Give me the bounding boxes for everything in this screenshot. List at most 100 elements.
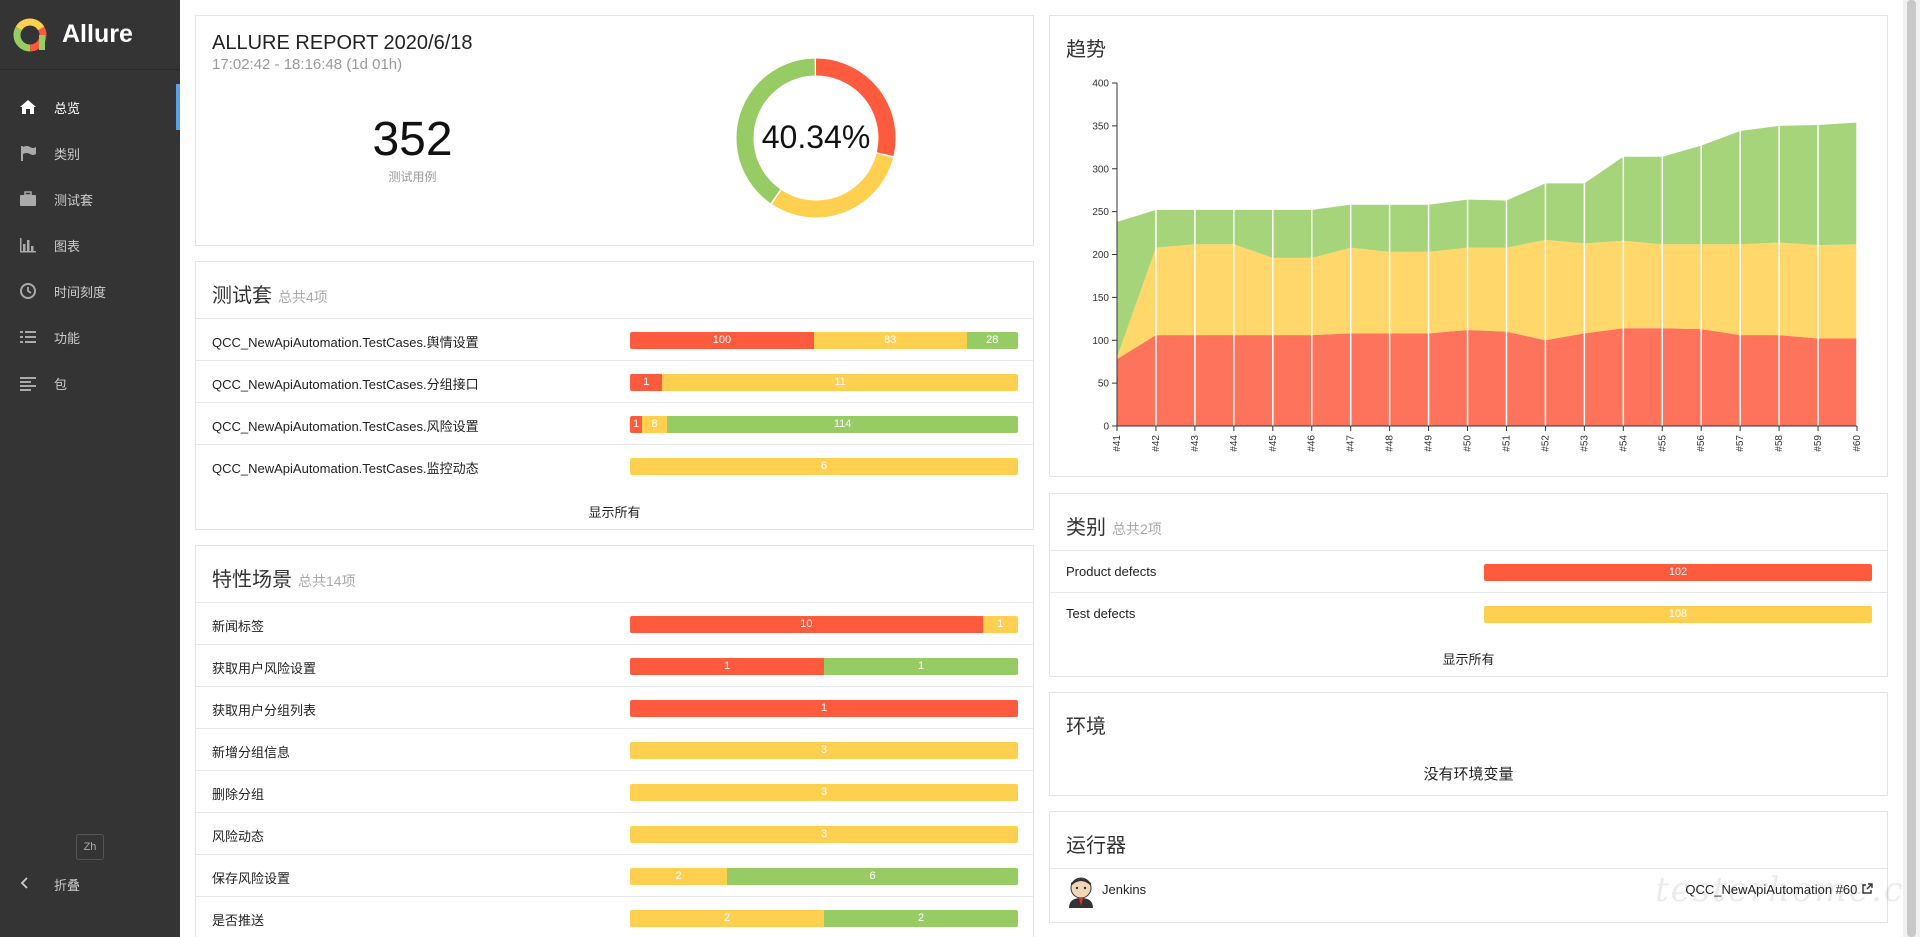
list-item[interactable]: 新闻标签 10 1	[196, 602, 1033, 644]
sidebar-item-behaviors[interactable]: 功能	[0, 314, 180, 360]
status-segment: 102	[1484, 564, 1872, 581]
clock-icon	[18, 281, 38, 301]
sidebar-item-label: 时间刻度	[54, 284, 107, 300]
status-bar: 10 1	[630, 616, 1018, 633]
y-tick-label: 150	[1092, 293, 1109, 304]
external-link-icon	[1862, 883, 1873, 894]
status-segment: 8	[642, 416, 668, 433]
categories-widget: 类别 总共2项 Product defects 102 Test defects 108…	[1049, 493, 1888, 677]
sidebar-item-label: 功能	[54, 330, 81, 346]
list-item[interactable]: Product defects 102	[1050, 550, 1887, 592]
y-tick-label: 400	[1092, 79, 1109, 90]
suites-count: 总共4项	[278, 289, 328, 305]
sidebar-item-label: 类别	[54, 146, 81, 162]
status-bar: 3	[630, 742, 1018, 759]
trend-widget: 趋势 0 50 100 150 200 250 300 350 400 #41 #42 #43 #44 #…	[1049, 15, 1888, 477]
trend-area-2[interactable]	[1117, 122, 1857, 358]
x-tick-label: #42	[1151, 435, 1162, 452]
list-item[interactable]: QCC_NewApiAutomation.TestCases.舆情设置 100 83…	[196, 318, 1033, 360]
list-item[interactable]: Test defects 108	[1050, 592, 1887, 634]
status-bar: 108	[1484, 606, 1872, 623]
x-tick-label: #56	[1696, 435, 1707, 452]
x-tick-label: #50	[1463, 435, 1474, 452]
list-item[interactable]: QCC_NewApiAutomation.TestCases.分组接口 1 11	[196, 360, 1033, 402]
categories-show-all-link[interactable]: 显示所有	[1442, 652, 1495, 667]
list-item[interactable]: 保存风险设置 2 6	[196, 854, 1033, 896]
list-item[interactable]: 获取用户风险设置 1 1	[196, 644, 1033, 686]
y-tick-label: 50	[1098, 379, 1110, 390]
list-item-name: 新闻标签	[212, 619, 265, 634]
sidebar-item-label: 包	[54, 376, 68, 392]
features-widget: 特性场景 总共14项 新闻标签 10 1 获取用户风险设置 1 1 获取用户分组列表 1 新增分组…	[195, 545, 1034, 937]
y-tick-label: 0	[1103, 422, 1109, 433]
donut-slice-failed[interactable]	[736, 58, 896, 218]
status-segment: 1	[982, 616, 1018, 633]
status-bar: 1 8 114	[630, 416, 1018, 433]
y-tick-label: 250	[1092, 207, 1109, 218]
x-tick-label: #41	[1112, 435, 1123, 452]
align-left-icon	[18, 373, 38, 393]
sidebar-item-graphs[interactable]: 图表	[0, 222, 180, 268]
status-segment: 114	[667, 416, 1018, 433]
list-item[interactable]: QCC_NewApiAutomation.TestCases.监控动态 6	[196, 444, 1033, 486]
sidebar-item-suites[interactable]: 测试套	[0, 176, 180, 222]
sidebar-item-overview[interactable]: 总览	[0, 84, 180, 130]
list-icon	[18, 327, 38, 347]
list-item-name: Product defects	[1066, 564, 1157, 579]
sidebar-item-timeline[interactable]: 时间刻度	[0, 268, 180, 314]
sidebar: Allure 总览 类别 测试套 图表 时间刻度 功能 包	[0, 0, 180, 937]
sidebar-item-packages[interactable]: 包	[0, 360, 180, 406]
collapse-button[interactable]: 折叠	[0, 868, 180, 900]
donut-slice-broken[interactable]	[736, 58, 896, 218]
suites-title: 测试套 总共4项	[212, 279, 328, 308]
status-segment: 83	[813, 332, 967, 349]
x-tick-label: #49	[1424, 435, 1435, 452]
list-item[interactable]: 获取用户分组列表 1	[196, 686, 1033, 728]
trend-title: 趋势	[1066, 39, 1106, 61]
chevron-left-icon	[20, 876, 32, 892]
x-tick-label: #53	[1579, 435, 1590, 452]
executor-build-label: QCC_NewApiAutomation #60	[1685, 882, 1858, 897]
trend-chart[interactable]: 0 50 100 150 200 250 300 350 400 #41 #42 #43 #44 #45 #…	[1050, 16, 1889, 478]
status-segment: 11	[662, 374, 1018, 391]
status-bar: 6	[630, 458, 1018, 475]
executor-name: Jenkins	[1102, 882, 1147, 897]
status-donut-chart[interactable]: 40.34%	[716, 38, 916, 238]
sidebar-item-categories[interactable]: 类别	[0, 130, 180, 176]
suites-show-all-link[interactable]: 显示所有	[588, 505, 641, 520]
executor-build-link[interactable]: QCC_NewApiAutomation #60	[1685, 882, 1873, 897]
list-item-name: QCC_NewApiAutomation.TestCases.风险设置	[212, 419, 479, 434]
list-item-name: 获取用户风险设置	[212, 661, 317, 676]
watermark: testerhome.com	[1655, 870, 1920, 910]
language-switch[interactable]: Zh	[76, 834, 104, 860]
trend-area-1[interactable]	[1117, 239, 1857, 360]
status-segment: 28	[966, 332, 1018, 349]
categories-title: 类别 总共2项	[1066, 511, 1162, 540]
test-case-count-label: 测试用例	[388, 170, 437, 184]
list-item[interactable]: 删除分组 3	[196, 770, 1033, 812]
allure-logo-icon	[13, 18, 47, 51]
x-tick-label: #45	[1268, 435, 1279, 452]
suites-title-text: 测试套	[212, 285, 272, 307]
executors-widget: 运行器 Jenkins QCC_NewApiAutomation #60	[1049, 811, 1888, 923]
features-count: 总共14项	[298, 573, 356, 589]
y-tick-label: 100	[1092, 336, 1109, 347]
status-segment: 2	[630, 868, 727, 885]
sidebar-item-label: 图表	[54, 238, 81, 254]
list-item-name: QCC_NewApiAutomation.TestCases.舆情设置	[212, 335, 479, 350]
list-item[interactable]: 新增分组信息 3	[196, 728, 1033, 770]
x-tick-label: #59	[1813, 435, 1824, 452]
x-tick-label: #55	[1657, 435, 1668, 452]
suites-widget: 测试套 总共4项 QCC_NewApiAutomation.TestCases.舆…	[195, 261, 1034, 530]
brand[interactable]: Allure	[0, 0, 180, 70]
list-item[interactable]: QCC_NewApiAutomation.TestCases.风险设置 1 8 114	[196, 402, 1033, 444]
page-scrollbar[interactable]	[1903, 0, 1920, 937]
list-item[interactable]: 风险动态 3	[196, 812, 1033, 854]
test-case-count: 352	[372, 113, 453, 166]
scrollbar-thumb[interactable]	[1907, 0, 1916, 937]
donut-slice-passed[interactable]	[736, 58, 896, 218]
x-tick-label: #47	[1346, 435, 1357, 452]
list-item[interactable]: 是否推送 2 2	[196, 896, 1033, 937]
trend-area-0[interactable]	[1117, 328, 1857, 426]
pass-percentage: 40.34%	[762, 119, 871, 155]
